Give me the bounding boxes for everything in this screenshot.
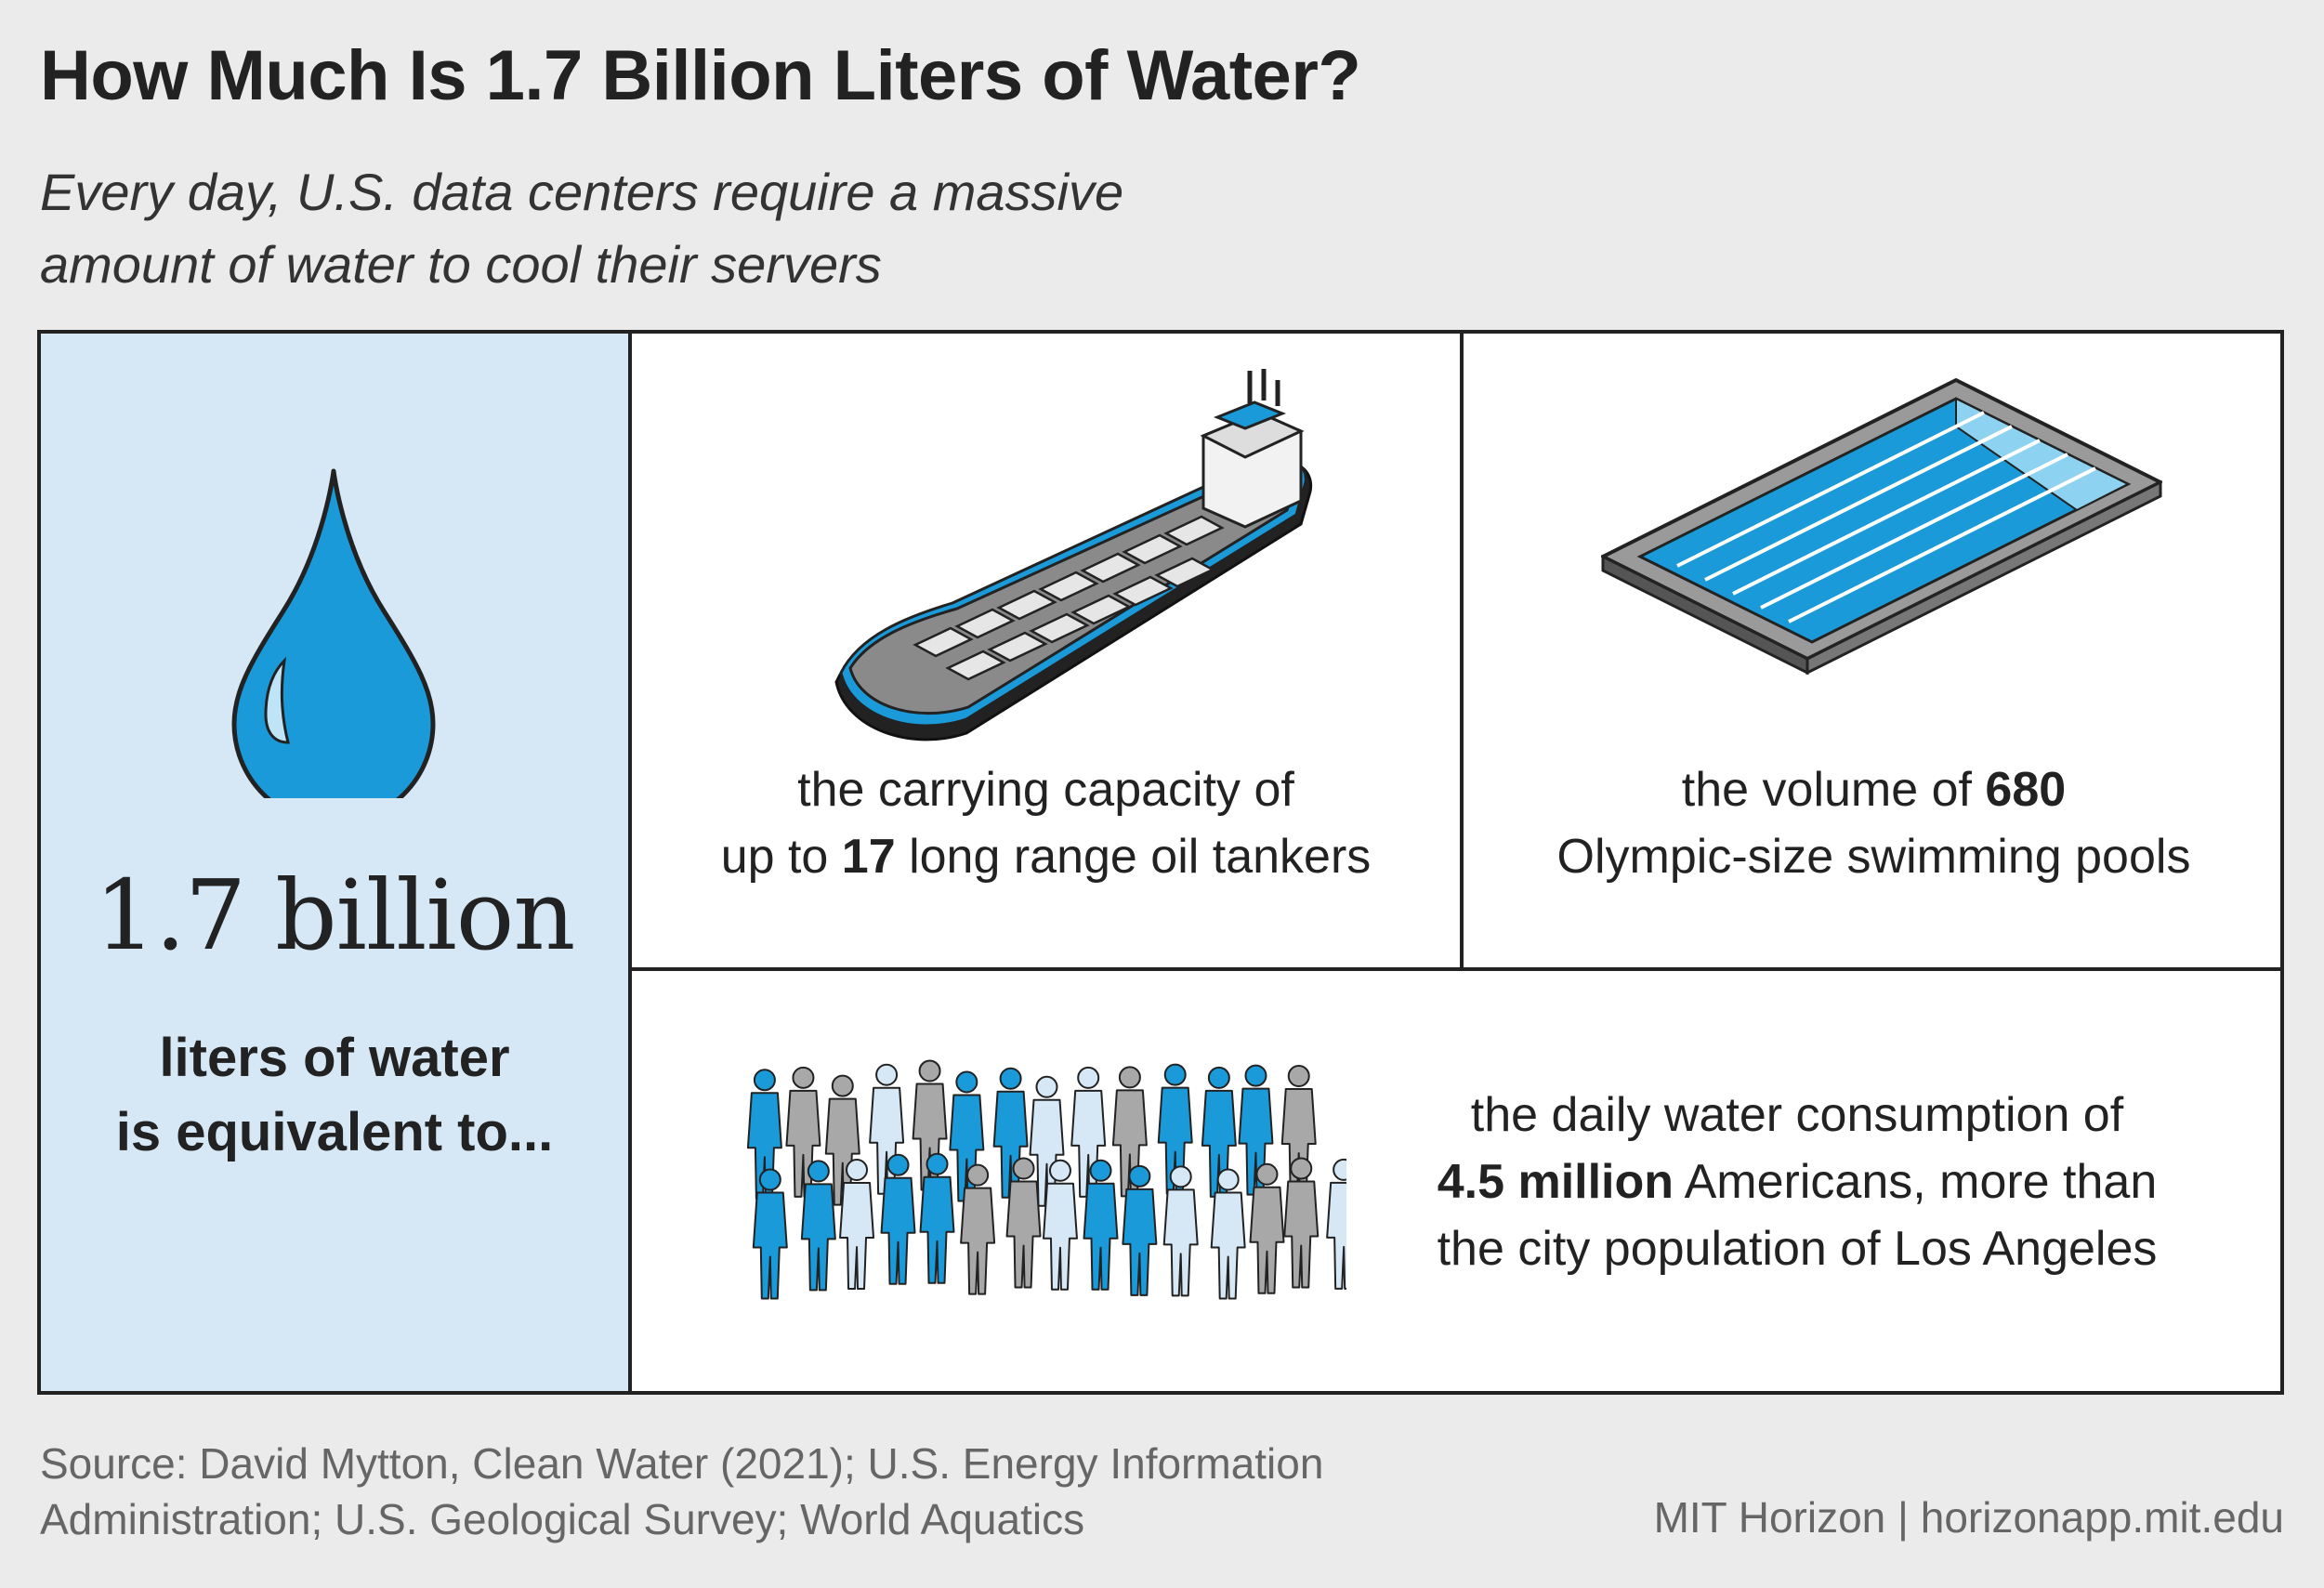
left-caption: liters of water is equivalent to... xyxy=(41,1021,628,1170)
subtitle-line-2: amount of water to cool their servers xyxy=(40,235,882,294)
person-figure xyxy=(1210,1168,1246,1300)
tanker-caption: the carrying capacity of up to 17 long r… xyxy=(632,756,1460,890)
divider-horizontal xyxy=(632,967,2280,971)
water-drop-icon xyxy=(231,468,436,798)
swimming-pool-icon xyxy=(1601,378,2162,676)
person-figure xyxy=(800,1160,836,1292)
page-subtitle: Every day, U.S. data centers require a m… xyxy=(40,156,1434,301)
person-figure xyxy=(919,1152,955,1284)
person-figure xyxy=(1005,1157,1042,1289)
person-figure xyxy=(1326,1158,1346,1290)
people-caption-line-2: 4.5 million Americans, more than xyxy=(1437,1155,2158,1209)
person-figure xyxy=(1083,1159,1119,1291)
tanker-caption-line-2: up to 17 long range oil tankers xyxy=(720,830,1372,884)
pool-caption: the volume of 680 Olympic-size swimming … xyxy=(1464,756,2284,890)
pool-caption-line-1: the volume of 680 xyxy=(1681,763,2067,817)
crowd-icon xyxy=(746,1059,1346,1300)
left-caption-line-1: liters of water xyxy=(159,1028,510,1088)
page-title: How Much Is 1.7 Billion Liters of Water? xyxy=(40,36,1361,115)
tanker-caption-line-1: the carrying capacity of xyxy=(797,763,1294,817)
pool-cell: the volume of 680 Olympic-size swimming … xyxy=(1464,334,2284,967)
credit-link[interactable]: MIT Horizon | horizonapp.mit.edu xyxy=(1653,1493,2284,1542)
subtitle-line-1: Every day, U.S. data centers require a m… xyxy=(40,163,1124,221)
person-figure xyxy=(839,1159,875,1291)
oil-tanker-icon xyxy=(834,369,1313,742)
divider-vertical xyxy=(1460,334,1464,967)
pool-count: 680 xyxy=(1985,763,2067,817)
source-line-2: Administration; U.S. Geological Survey; … xyxy=(40,1495,1085,1543)
tanker-cell: the carrying capacity of up to 17 long r… xyxy=(632,334,1460,967)
person-figure xyxy=(1249,1162,1285,1294)
pool-caption-line-2: Olympic-size swimming pools xyxy=(1556,830,2191,884)
headline-number: 1.7 billion xyxy=(94,859,576,972)
people-count: 4.5 million xyxy=(1437,1155,1674,1209)
left-caption-line-2: is equivalent to... xyxy=(115,1102,554,1162)
person-figure xyxy=(960,1163,996,1295)
people-caption: the daily water consumption of 4.5 milli… xyxy=(1333,1082,2262,1282)
person-figure xyxy=(1042,1159,1078,1291)
left-panel: 1.7 billion liters of water is equivalen… xyxy=(41,334,632,1391)
person-figure xyxy=(752,1168,788,1300)
person-figure xyxy=(1122,1164,1158,1296)
people-caption-line-3: the city population of Los Angeles xyxy=(1437,1222,2158,1276)
tanker-count: 17 xyxy=(841,830,896,884)
source-note: Source: David Mytton, Clean Water (2021)… xyxy=(40,1436,1527,1547)
person-figure xyxy=(1283,1157,1320,1289)
person-figure xyxy=(1070,1066,1107,1198)
infographic-grid: 1.7 billion liters of water is equivalen… xyxy=(37,330,2284,1395)
person-figure xyxy=(880,1153,916,1285)
people-caption-line-1: the daily water consumption of xyxy=(1470,1088,2124,1142)
person-figure xyxy=(1162,1165,1199,1297)
source-line-1: Source: David Mytton, Clean Water (2021)… xyxy=(40,1439,1324,1488)
